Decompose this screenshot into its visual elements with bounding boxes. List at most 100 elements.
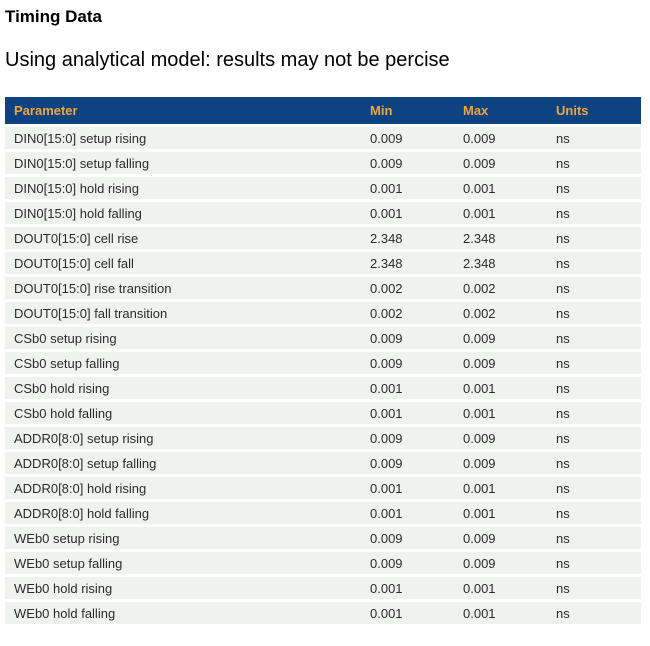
- table-row: WEb0 hold falling 0.001 0.001 ns: [5, 602, 641, 624]
- cell-max: 0.001: [454, 377, 547, 399]
- cell-parameter: DIN0[15:0] setup rising: [5, 127, 361, 149]
- cell-parameter: DOUT0[15:0] cell fall: [5, 252, 361, 274]
- cell-parameter: WEb0 hold rising: [5, 577, 361, 599]
- cell-parameter: ADDR0[8:0] hold rising: [5, 477, 361, 499]
- cell-min: 2.348: [361, 252, 454, 274]
- cell-units: ns: [547, 152, 641, 174]
- cell-units: ns: [547, 352, 641, 374]
- table-row: ADDR0[8:0] hold falling 0.001 0.001 ns: [5, 502, 641, 524]
- page-subtitle: Using analytical model: results may not …: [5, 49, 450, 71]
- cell-parameter: DIN0[15:0] setup falling: [5, 152, 361, 174]
- cell-units: ns: [547, 252, 641, 274]
- table-row: CSb0 hold rising 0.001 0.001 ns: [5, 377, 641, 399]
- cell-min: 0.001: [361, 602, 454, 624]
- cell-min: 0.001: [361, 202, 454, 224]
- cell-min: 0.001: [361, 477, 454, 499]
- cell-max: 0.001: [454, 577, 547, 599]
- cell-units: ns: [547, 327, 641, 349]
- table-row: WEb0 setup rising 0.009 0.009 ns: [5, 527, 641, 549]
- cell-min: 0.001: [361, 402, 454, 424]
- cell-max: 2.348: [454, 227, 547, 249]
- cell-parameter: WEb0 setup falling: [5, 552, 361, 574]
- cell-max: 0.002: [454, 302, 547, 324]
- cell-units: ns: [547, 552, 641, 574]
- page-title: Timing Data: [5, 7, 102, 26]
- cell-max: 0.001: [454, 177, 547, 199]
- table-row: DIN0[15:0] setup falling 0.009 0.009 ns: [5, 152, 641, 174]
- cell-max: 0.002: [454, 277, 547, 299]
- cell-parameter: DOUT0[15:0] rise transition: [5, 277, 361, 299]
- cell-parameter: ADDR0[8:0] setup falling: [5, 452, 361, 474]
- cell-parameter: CSb0 setup rising: [5, 327, 361, 349]
- cell-max: 0.009: [454, 127, 547, 149]
- cell-min: 0.001: [361, 177, 454, 199]
- cell-min: 2.348: [361, 227, 454, 249]
- cell-max: 0.009: [454, 527, 547, 549]
- cell-min: 0.009: [361, 152, 454, 174]
- table-row: ADDR0[8:0] setup rising 0.009 0.009 ns: [5, 427, 641, 449]
- cell-units: ns: [547, 452, 641, 474]
- cell-units: ns: [547, 377, 641, 399]
- cell-max: 0.001: [454, 202, 547, 224]
- cell-max: 0.001: [454, 502, 547, 524]
- timing-table-body: DIN0[15:0] setup rising 0.009 0.009 ns D…: [5, 127, 641, 624]
- cell-min: 0.009: [361, 352, 454, 374]
- cell-min: 0.002: [361, 302, 454, 324]
- column-header-max: Max: [454, 97, 547, 124]
- table-row: CSb0 hold falling 0.001 0.001 ns: [5, 402, 641, 424]
- cell-min: 0.001: [361, 577, 454, 599]
- cell-parameter: CSb0 setup falling: [5, 352, 361, 374]
- cell-units: ns: [547, 227, 641, 249]
- cell-units: ns: [547, 302, 641, 324]
- cell-min: 0.009: [361, 427, 454, 449]
- cell-parameter: DOUT0[15:0] cell rise: [5, 227, 361, 249]
- table-row: WEb0 setup falling 0.009 0.009 ns: [5, 552, 641, 574]
- table-row: CSb0 setup rising 0.009 0.009 ns: [5, 327, 641, 349]
- cell-max: 0.001: [454, 477, 547, 499]
- cell-min: 0.009: [361, 127, 454, 149]
- cell-units: ns: [547, 502, 641, 524]
- cell-units: ns: [547, 402, 641, 424]
- cell-min: 0.009: [361, 527, 454, 549]
- column-header-units: Units: [547, 97, 641, 124]
- cell-parameter: CSb0 hold falling: [5, 402, 361, 424]
- table-row: DOUT0[15:0] cell rise 2.348 2.348 ns: [5, 227, 641, 249]
- column-header-min: Min: [361, 97, 454, 124]
- cell-min: 0.009: [361, 552, 454, 574]
- cell-max: 0.009: [454, 552, 547, 574]
- cell-units: ns: [547, 527, 641, 549]
- table-row: CSb0 setup falling 0.009 0.009 ns: [5, 352, 641, 374]
- cell-max: 0.009: [454, 327, 547, 349]
- cell-max: 0.009: [454, 452, 547, 474]
- cell-parameter: DOUT0[15:0] fall transition: [5, 302, 361, 324]
- cell-max: 0.001: [454, 402, 547, 424]
- table-row: DOUT0[15:0] cell fall 2.348 2.348 ns: [5, 252, 641, 274]
- cell-units: ns: [547, 577, 641, 599]
- cell-min: 0.002: [361, 277, 454, 299]
- cell-units: ns: [547, 477, 641, 499]
- cell-max: 0.009: [454, 152, 547, 174]
- cell-parameter: DIN0[15:0] hold falling: [5, 202, 361, 224]
- column-header-parameter: Parameter: [5, 97, 361, 124]
- cell-min: 0.001: [361, 377, 454, 399]
- cell-parameter: ADDR0[8:0] hold falling: [5, 502, 361, 524]
- cell-units: ns: [547, 177, 641, 199]
- cell-parameter: CSb0 hold rising: [5, 377, 361, 399]
- cell-units: ns: [547, 602, 641, 624]
- table-row: DOUT0[15:0] rise transition 0.002 0.002 …: [5, 277, 641, 299]
- cell-max: 2.348: [454, 252, 547, 274]
- header-row: Parameter Min Max Units: [5, 97, 641, 124]
- table-row: ADDR0[8:0] hold rising 0.001 0.001 ns: [5, 477, 641, 499]
- table-row: DIN0[15:0] setup rising 0.009 0.009 ns: [5, 127, 641, 149]
- cell-min: 0.009: [361, 452, 454, 474]
- cell-parameter: WEb0 setup rising: [5, 527, 361, 549]
- cell-max: 0.001: [454, 602, 547, 624]
- cell-units: ns: [547, 427, 641, 449]
- cell-parameter: ADDR0[8:0] setup rising: [5, 427, 361, 449]
- cell-min: 0.001: [361, 502, 454, 524]
- cell-max: 0.009: [454, 427, 547, 449]
- table-row: WEb0 hold rising 0.001 0.001 ns: [5, 577, 641, 599]
- timing-table: Parameter Min Max Units DIN0[15:0] setup…: [5, 94, 641, 627]
- timing-table-header: Parameter Min Max Units: [5, 97, 641, 124]
